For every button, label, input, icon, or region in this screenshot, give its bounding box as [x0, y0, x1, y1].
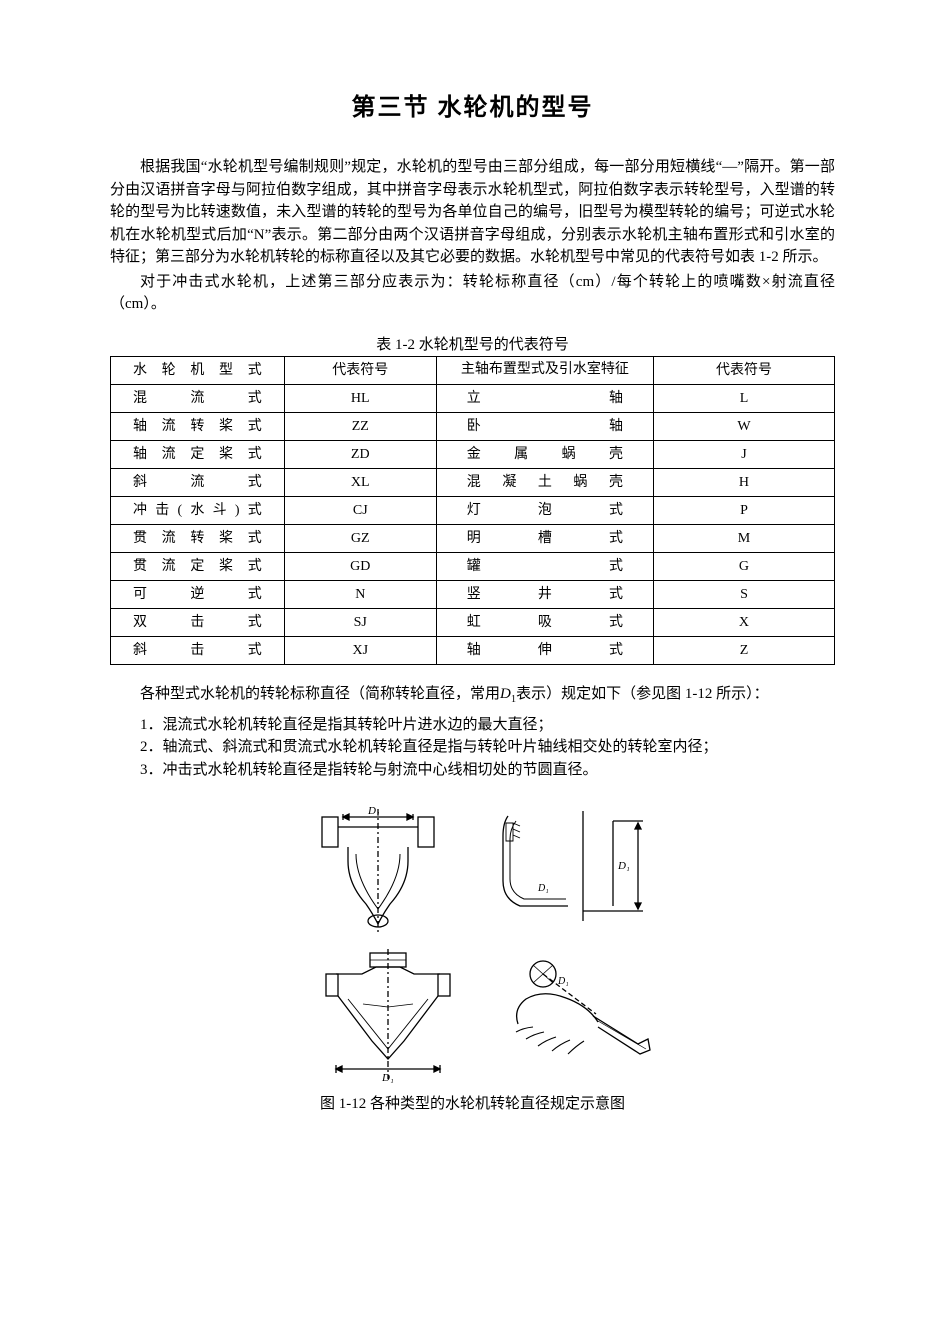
table-cell: 斜流式	[111, 469, 285, 497]
table-row: 贯流转桨式GZ明槽式M	[111, 525, 835, 553]
col-shaft-inlet: 主轴布置型式及引水室特征	[436, 357, 653, 385]
list-item: 2．轴流式、斜流式和贯流式水轮机转轮直径是指与转轮叶片轴线相交处的转轮室内径；	[110, 736, 835, 759]
table-cell: HL	[284, 385, 436, 413]
diameter-rules-list: 1．混流式水轮机转轮直径是指其转轮叶片进水边的最大直径； 2．轴流式、斜流式和贯…	[110, 714, 835, 782]
table-cell: ZZ	[284, 413, 436, 441]
table-header-row: 水轮机型式 代表符号 主轴布置型式及引水室特征 代表符号	[111, 357, 835, 385]
table-cell: 立轴	[436, 385, 653, 413]
table-row: 混流式HL立轴L	[111, 385, 835, 413]
list-item: 3．冲击式水轮机转轮直径是指转轮与射流中心线相切处的节圆直径。	[110, 759, 835, 782]
table-cell: 虹吸式	[436, 609, 653, 637]
table-cell: GZ	[284, 525, 436, 553]
table-cell: 混流式	[111, 385, 285, 413]
intro-paragraph-1: 根据我国“水轮机型号编制规则”规定，水轮机的型号由三部分组成，每一部分用短横线“…	[110, 156, 835, 269]
page-title: 第三节 水轮机的型号	[110, 90, 835, 126]
col-symbol-2: 代表符号	[653, 357, 834, 385]
col-turbine-type: 水轮机型式	[111, 357, 285, 385]
svg-text:D₁: D₁	[557, 976, 569, 987]
table-cell: L	[653, 385, 834, 413]
d1-symbol: D	[500, 686, 511, 702]
table-cell: 混凝土蜗壳	[436, 469, 653, 497]
table-row: 斜击式XJ轴伸式Z	[111, 637, 835, 665]
table-row: 冲击(水斗)式CJ灯泡式P	[111, 497, 835, 525]
table-cell: J	[653, 441, 834, 469]
table-cell: 卧轴	[436, 413, 653, 441]
table-cell: 斜击式	[111, 637, 285, 665]
svg-text:D₁: D₁	[617, 860, 630, 872]
table-cell: 金属蜗壳	[436, 441, 653, 469]
table-cell: 轴流转桨式	[111, 413, 285, 441]
table-cell: 轴伸式	[436, 637, 653, 665]
table-cell: S	[653, 581, 834, 609]
table-cell: G	[653, 553, 834, 581]
table-row: 轴流转桨式ZZ卧轴W	[111, 413, 835, 441]
svg-text:D₁: D₁	[381, 1072, 394, 1084]
table-cell: 冲击(水斗)式	[111, 497, 285, 525]
table-cell: X	[653, 609, 834, 637]
table-cell: 贯流转桨式	[111, 525, 285, 553]
intro-paragraph-2: 对于冲击式水轮机，上述第三部分应表示为：转轮标称直径（cm）/每个转轮上的喷嘴数…	[110, 271, 835, 316]
table-cell: CJ	[284, 497, 436, 525]
figure-caption: 图 1-12 各种类型的水轮机转轮直径规定示意图	[110, 1093, 835, 1116]
symbol-table: 水轮机型式 代表符号 主轴布置型式及引水室特征 代表符号 混流式HL立轴L轴流转…	[110, 356, 835, 665]
table-cell: XJ	[284, 637, 436, 665]
diameter-intro: 各种型式水轮机的转轮标称直径（简称转轮直径，常用D1表示）规定如下（参见图 1-…	[110, 683, 835, 708]
table-row: 贯流定桨式GD罐式G	[111, 553, 835, 581]
table-cell: 竖井式	[436, 581, 653, 609]
table-cell: 灯泡式	[436, 497, 653, 525]
diameter-suffix: 表示）规定如下（参见图 1-12 所示）：	[516, 686, 769, 702]
table-cell: M	[653, 525, 834, 553]
table-cell: XL	[284, 469, 436, 497]
table-cell: 贯流定桨式	[111, 553, 285, 581]
table-row: 双击式SJ虹吸式X	[111, 609, 835, 637]
table-cell: H	[653, 469, 834, 497]
table-row: 斜流式XL混凝土蜗壳H	[111, 469, 835, 497]
table-cell: 明槽式	[436, 525, 653, 553]
svg-text:D₁: D₁	[367, 805, 380, 817]
table-cell: GD	[284, 553, 436, 581]
table-row: 轴流定桨式ZD金属蜗壳J	[111, 441, 835, 469]
table-cell: 罐式	[436, 553, 653, 581]
svg-text:D₁: D₁	[537, 883, 549, 894]
table-cell: Z	[653, 637, 834, 665]
table-cell: P	[653, 497, 834, 525]
table-cell: SJ	[284, 609, 436, 637]
table-row: 可逆式N竖井式S	[111, 581, 835, 609]
list-item: 1．混流式水轮机转轮直径是指其转轮叶片进水边的最大直径；	[110, 714, 835, 737]
diameter-prefix: 各种型式水轮机的转轮标称直径（简称转轮直径，常用	[140, 686, 500, 702]
table-cell: 双击式	[111, 609, 285, 637]
table-caption: 表 1-2 水轮机型号的代表符号	[110, 334, 835, 357]
table-cell: ZD	[284, 441, 436, 469]
table-cell: N	[284, 581, 436, 609]
table-cell: 轴流定桨式	[111, 441, 285, 469]
table-cell: W	[653, 413, 834, 441]
col-symbol-1: 代表符号	[284, 357, 436, 385]
table-cell: 可逆式	[111, 581, 285, 609]
turbine-diagram: D₁ D₁ D₁	[283, 799, 663, 1089]
